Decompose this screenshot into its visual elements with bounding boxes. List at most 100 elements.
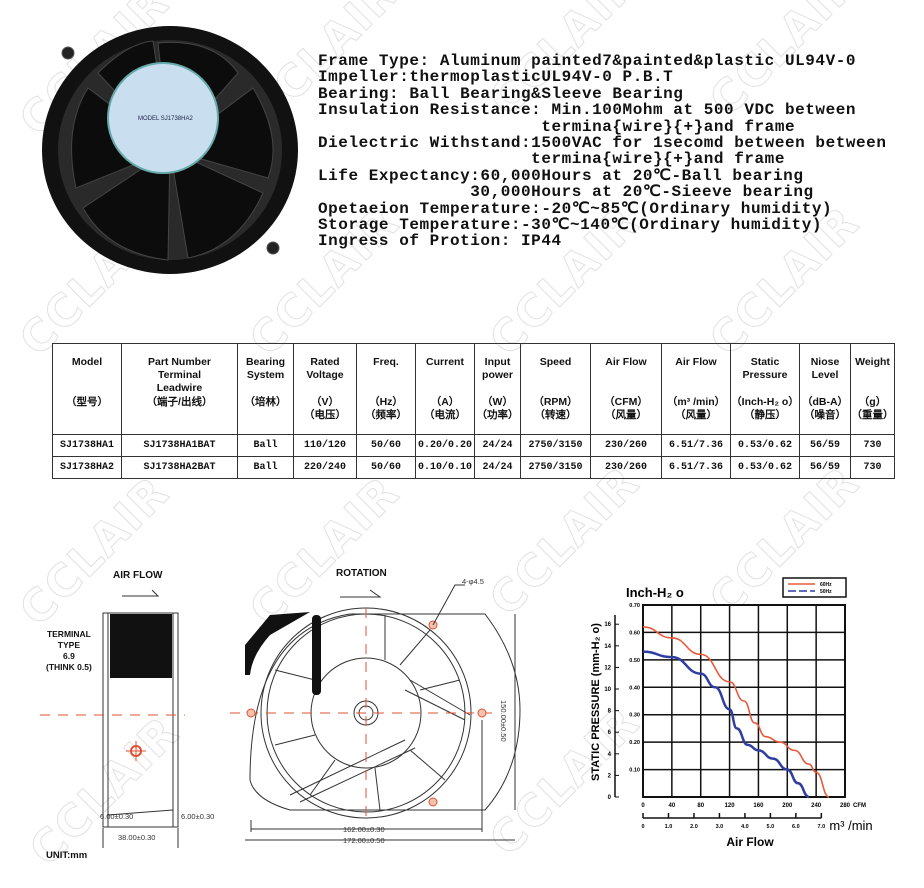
table-row: SJ1738HA1 SJ1738HA1BAT Ball 110/120 50/60 0.2… (52, 434, 895, 457)
table-cell: SJ1738HA1BAT (121, 434, 238, 457)
front-view-drawing (230, 584, 521, 841)
header-en: Static Pressure (742, 356, 788, 381)
column-header: Rated Voltage （V） （电压） (293, 343, 357, 435)
header-cn: （重量） (851, 409, 894, 421)
header-cn: （端子/出线） (146, 396, 213, 408)
spec-line: Impeller:thermoplasticUL94V-0 P.B.T (318, 68, 674, 87)
column-header: Weight （g） （重量） (850, 343, 895, 435)
table-row: SJ1738HA2 SJ1738HA2BAT Ball 220/240 50/60 0.1… (52, 456, 895, 479)
terminal-block (110, 614, 172, 678)
table-cell: 56/59 (799, 456, 851, 479)
y-tick-label: 0.60 (629, 630, 640, 636)
column-header: Current （A） （电流） (415, 343, 475, 435)
table-cell: 0.53/0.62 (730, 434, 800, 457)
table-cell: 230/260 (590, 434, 662, 457)
column-header: Part Number Terminal Leadwire （端子/出线） (121, 343, 238, 435)
header-en: Part Number Terminal Leadwire (147, 356, 211, 394)
hole-spec-label: 4-φ4.5 (462, 577, 484, 586)
fan-label-text: MODEL SJ1738HA2 (138, 116, 193, 122)
m3-tick-label: 1.0 (665, 824, 673, 830)
header-cn: （静压） (744, 409, 786, 421)
table-cell: 6.51/7.36 (661, 434, 731, 457)
x-tick-label: 80 (697, 803, 704, 809)
y-tick-label: 0.40 (629, 685, 640, 691)
column-header: Model （型号） (52, 343, 122, 435)
dim-162: 162.00±0.30 (343, 825, 385, 834)
m3-tick-label: 0 (641, 824, 644, 830)
mm-tick-label: 8 (608, 709, 612, 715)
header-unit: （m³ /min） (666, 396, 726, 408)
column-header: Speed （RPM） （转速） (520, 343, 591, 435)
table-body: SJ1738HA1 SJ1738HA1BAT Ball 110/120 50/60 0.2… (52, 434, 895, 479)
legend-label-50Hz: 50Hz (820, 589, 832, 595)
m3-tick-label: 2.0 (690, 824, 698, 830)
table-cell: 0.20/0.20 (415, 434, 475, 457)
dim-left: 6.00±0.30 (100, 812, 134, 821)
x-tick-label: 160 (753, 803, 764, 809)
mm-tick-label: 0 (608, 795, 612, 801)
table-cell: SJ1738HA2BAT (121, 456, 238, 479)
header-cn: （风量） (605, 409, 647, 421)
mm-tick-label: 10 (604, 687, 611, 693)
header-cn: （风量） (675, 409, 717, 421)
x-axis-title: Air Flow (726, 835, 774, 849)
m3-tick-label: 3.0 (716, 824, 724, 830)
table-cell: 220/240 (293, 456, 357, 479)
series-line-50Hz (642, 650, 810, 799)
spec-table: Model （型号） Part Number Terminal Leadwire （端… (52, 343, 895, 479)
table-cell: Ball (237, 456, 294, 479)
m3-tick-label: 7.0 (818, 824, 826, 830)
header-en: Weight (855, 356, 890, 368)
y-tick-label: 0.30 (629, 713, 640, 719)
dim-height: 150.00±0.50 (499, 700, 508, 742)
table-cell: SJ1738HA2 (52, 456, 122, 479)
chart-title: Inch-H₂ o (626, 585, 684, 600)
spec-line: Insulation Resistance: Min.100Mohm at 50… (318, 101, 857, 120)
mm-tick-label: 12 (604, 665, 611, 671)
dim-width: 38.00±0.30 (118, 833, 156, 842)
table-cell: 730 (850, 456, 895, 479)
rotation-label: ROTATION (336, 568, 387, 579)
mm-tick-label: 6 (608, 730, 612, 736)
spec-line: termina{wire}{+}and frame (318, 117, 796, 136)
unit-label: UNIT:mm (46, 850, 88, 861)
m3-tick-label: 5.0 (767, 824, 775, 830)
x-unit-label: CFM (853, 803, 866, 809)
mm-tick-label: 2 (608, 773, 612, 779)
column-header: Input power （W） （功率） (474, 343, 521, 435)
column-header: Air Flow （CFM） （风量） (590, 343, 662, 435)
table-cell: Ball (237, 434, 294, 457)
header-unit: （g） (858, 396, 887, 408)
header-en: Rated Voltage (306, 356, 344, 381)
x-tick-label: 240 (811, 803, 822, 809)
header-cn: （频率） (365, 409, 407, 421)
table-cell: 2750/3150 (520, 434, 591, 457)
legend-box (782, 577, 847, 598)
legend-label-60Hz: 60Hz (820, 582, 832, 588)
table-cell: 50/60 (356, 434, 416, 457)
table-cell: 730 (850, 434, 895, 457)
x-tick-label: 40 (669, 803, 676, 809)
table-cell: 110/120 (293, 434, 357, 457)
terminal-type-label: TERMINAL TYPE 6.9 (THINK 0.5) (46, 629, 92, 672)
dim-right: 6.00±0.30 (181, 812, 215, 821)
m3-tick-label: 4.0 (741, 824, 749, 830)
x2-unit-label: m³ /min (829, 818, 872, 833)
header-en: Niose Level (810, 356, 840, 381)
spec-line: Frame Type: Aluminum painted7&painted&pl… (318, 52, 857, 70)
header-en: Air Flow (675, 356, 717, 368)
table-cell: SJ1738HA1 (52, 434, 122, 457)
y-axis-title: STATIC PRESSURE (mm-H₂ o) (590, 623, 602, 781)
spec-line: Storage Temperature:-30℃~140℃(Ordinary h… (318, 216, 823, 235)
mm-tick-label: 4 (608, 752, 612, 758)
spec-line: 30,000Hours at 20℃-Sieeve bearing (318, 183, 814, 202)
header-unit: （A） (430, 396, 460, 408)
header-cn: （功率） (476, 409, 519, 421)
header-unit: （dB-A） (801, 396, 849, 408)
column-header: Niose Level （dB-A） （噪音） (799, 343, 851, 435)
dim-172: 172.00±0.50 (343, 836, 385, 845)
spec-line: termina{wire}{+}and frame (318, 150, 785, 169)
x-tick-label: 200 (782, 803, 793, 809)
header-cn: （型号） (66, 396, 108, 408)
header-cn: （培林） (244, 396, 287, 408)
